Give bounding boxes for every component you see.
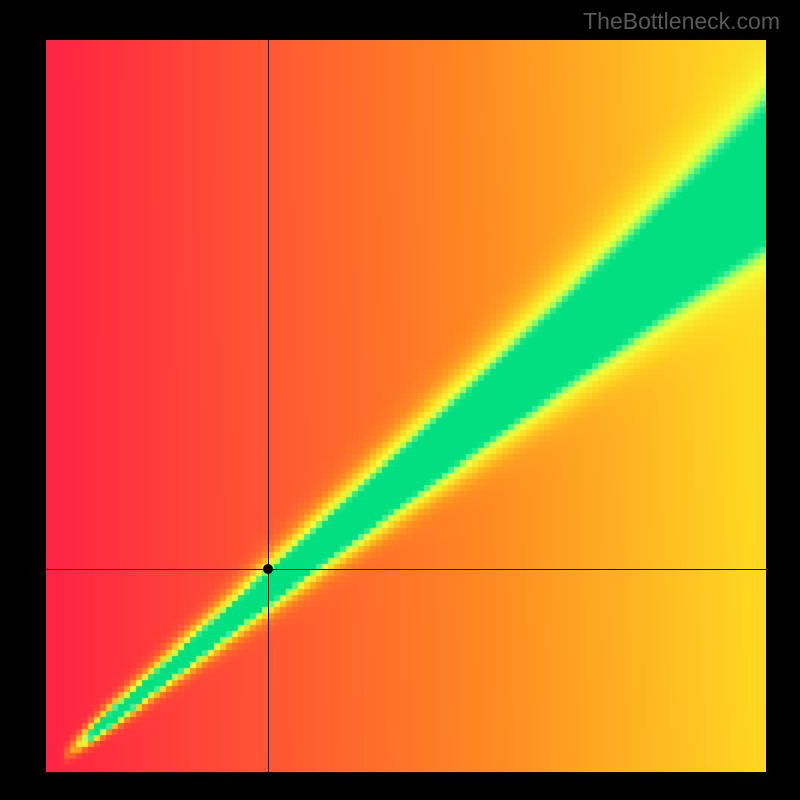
crosshair-horizontal <box>46 569 766 570</box>
crosshair-vertical <box>268 40 269 772</box>
heatmap-plot <box>46 40 766 772</box>
crosshair-marker <box>263 564 273 574</box>
heatmap-canvas <box>46 40 766 772</box>
watermark-text: TheBottleneck.com <box>583 8 780 35</box>
